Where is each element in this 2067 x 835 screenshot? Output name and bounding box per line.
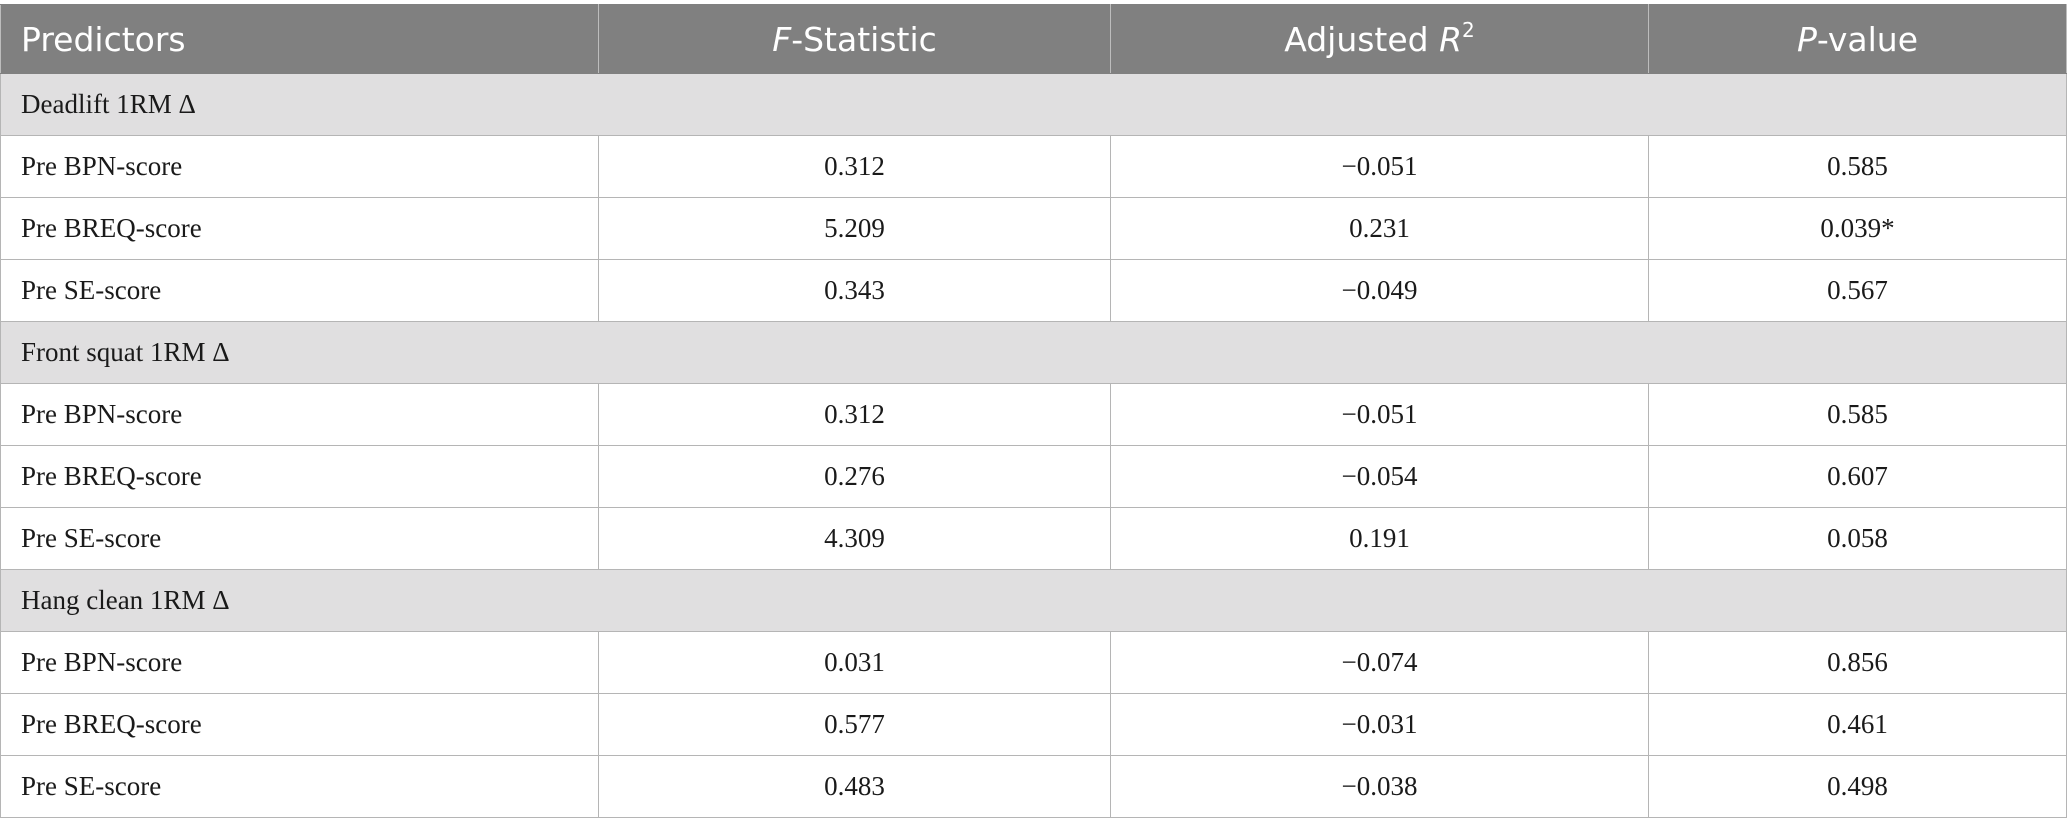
table-row: Pre SE-score 0.343 −0.049 0.567: [0, 259, 2067, 322]
adjusted-r2-cell: −0.054: [1110, 445, 1649, 508]
p-value-cell: 0.461: [1648, 693, 2067, 756]
table-row: Pre BREQ-score 5.209 0.231 0.039*: [0, 197, 2067, 260]
p-value-cell: 0.585: [1648, 135, 2067, 198]
predictor-cell: Pre SE-score: [0, 755, 599, 818]
table-body: Deadlift 1RM Δ Pre BPN-score 0.312 −0.05…: [0, 73, 2067, 818]
table-row: Pre SE-score 4.309 0.191 0.058: [0, 507, 2067, 570]
f-statistic-cell: 5.209: [598, 197, 1111, 260]
header-p-value: P-value: [1648, 4, 2067, 74]
header-f-rest: -Statistic: [791, 19, 937, 59]
p-value-cell: 0.058: [1648, 507, 2067, 570]
predictor-cell: Pre SE-score: [0, 507, 599, 570]
predictor-cell: Pre BREQ-score: [0, 197, 599, 260]
adjusted-r2-cell: 0.191: [1110, 507, 1649, 570]
predictor-cell: Pre BREQ-score: [0, 445, 599, 508]
adjusted-r2-cell: −0.051: [1110, 135, 1649, 198]
adjusted-r2-cell: −0.074: [1110, 631, 1649, 694]
group-title: Hang clean 1RM Δ: [0, 569, 2067, 632]
adjusted-r2-cell: −0.038: [1110, 755, 1649, 818]
group-row-hang-clean: Hang clean 1RM Δ: [0, 569, 2067, 632]
table-row: Pre SE-score 0.483 −0.038 0.498: [0, 755, 2067, 818]
header-p-letter: P: [1796, 19, 1817, 59]
f-statistic-cell: 0.343: [598, 259, 1111, 322]
table-row: Pre BPN-score 0.031 −0.074 0.856: [0, 631, 2067, 694]
header-f-statistic: F-Statistic: [598, 4, 1111, 74]
header-p-rest: -value: [1816, 19, 1919, 59]
adjusted-r2-cell: −0.031: [1110, 693, 1649, 756]
f-statistic-cell: 0.312: [598, 383, 1111, 446]
table-row: Pre BREQ-score 0.577 −0.031 0.461: [0, 693, 2067, 756]
header-r-letter: R: [1439, 19, 1463, 59]
p-value-cell: 0.607: [1648, 445, 2067, 508]
group-row-deadlift: Deadlift 1RM Δ: [0, 73, 2067, 136]
f-statistic-cell: 0.483: [598, 755, 1111, 818]
f-statistic-cell: 0.031: [598, 631, 1111, 694]
adjusted-r2-cell: 0.231: [1110, 197, 1649, 260]
f-statistic-cell: 0.276: [598, 445, 1111, 508]
f-statistic-cell: 0.312: [598, 135, 1111, 198]
header-adjusted-r2: Adjusted R2: [1110, 4, 1649, 74]
predictor-cell: Pre BPN-score: [0, 631, 599, 694]
header-predictors-text: Predictors: [21, 19, 186, 59]
adjusted-r2-cell: −0.051: [1110, 383, 1649, 446]
header-predictors: Predictors: [0, 4, 599, 74]
predictor-cell: Pre SE-score: [0, 259, 599, 322]
table-row: Pre BPN-score 0.312 −0.051 0.585: [0, 383, 2067, 446]
adjusted-r2-cell: −0.049: [1110, 259, 1649, 322]
group-title: Front squat 1RM Δ: [0, 321, 2067, 384]
group-row-front-squat: Front squat 1RM Δ: [0, 321, 2067, 384]
p-value-cell: 0.567: [1648, 259, 2067, 322]
p-value-cell: 0.585: [1648, 383, 2067, 446]
f-statistic-cell: 4.309: [598, 507, 1111, 570]
header-r-superscript: 2: [1462, 17, 1475, 42]
header-adjusted-text: Adjusted: [1284, 19, 1440, 59]
p-value-cell: 0.856: [1648, 631, 2067, 694]
group-title: Deadlift 1RM Δ: [0, 73, 2067, 136]
f-statistic-cell: 0.577: [598, 693, 1111, 756]
table-row: Pre BREQ-score 0.276 −0.054 0.607: [0, 445, 2067, 508]
p-value-cell: 0.498: [1648, 755, 2067, 818]
predictor-cell: Pre BPN-score: [0, 383, 599, 446]
predictor-cell: Pre BPN-score: [0, 135, 599, 198]
p-value-cell: 0.039*: [1648, 197, 2067, 260]
table-header: Predictors F-Statistic Adjusted R2 P-val…: [0, 4, 2067, 74]
regression-table: Predictors F-Statistic Adjusted R2 P-val…: [0, 4, 2067, 818]
header-f-letter: F: [772, 19, 792, 59]
table-row: Pre BPN-score 0.312 −0.051 0.585: [0, 135, 2067, 198]
predictor-cell: Pre BREQ-score: [0, 693, 599, 756]
header-row: Predictors F-Statistic Adjusted R2 P-val…: [0, 4, 2067, 74]
